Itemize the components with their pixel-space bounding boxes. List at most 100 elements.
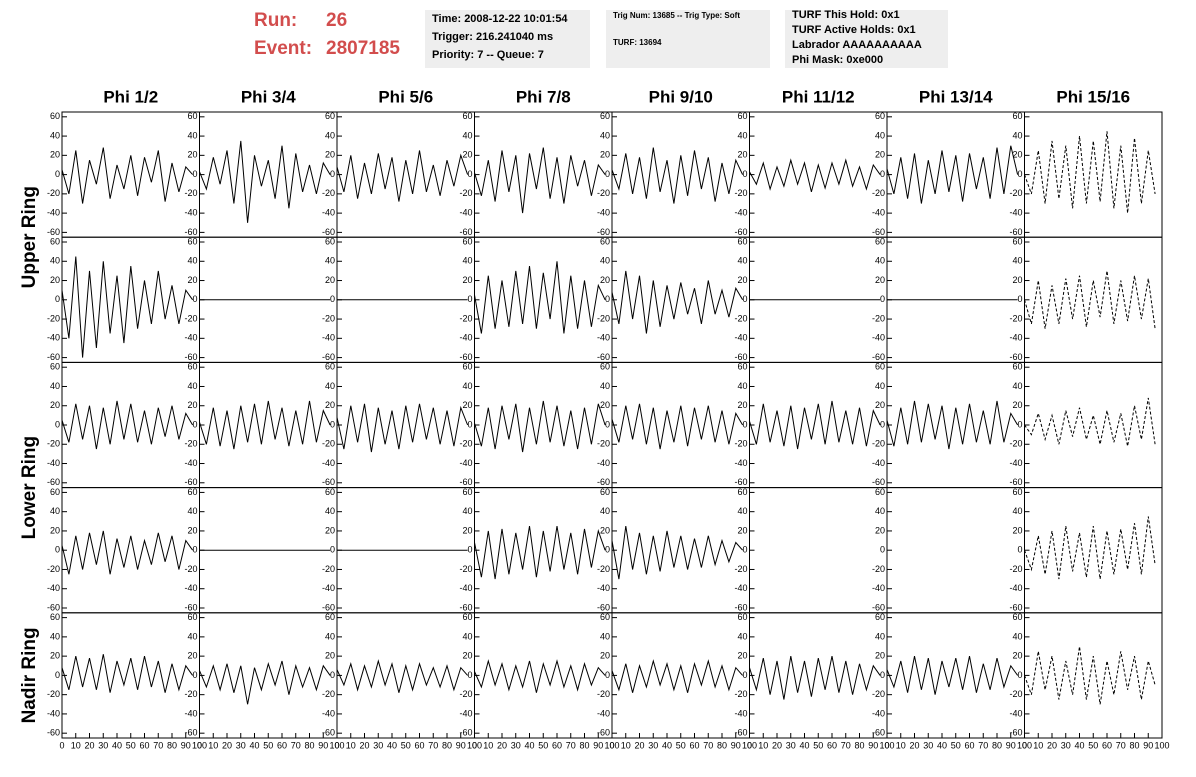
x-tick-label: 100 [604,740,619,750]
y-tick-label: 20 [50,525,60,535]
y-tick-label: 20 [462,651,472,661]
y-tick-label: 0 [330,545,335,555]
x-tick-label: 30 [786,740,796,750]
waveform [611,526,743,580]
y-tick-label: -40 [872,708,885,718]
y-tick-label: 60 [1012,111,1022,121]
y-tick-label: -60 [597,602,610,612]
y-tick-label: 40 [50,130,60,140]
y-tick-label: -60 [459,477,472,487]
panel-frame [199,361,338,489]
y-tick-label: 20 [1012,651,1022,661]
info-text: Trigger: 216.241040 ms [432,31,553,43]
panel-frame [336,111,475,238]
y-tick-label: 60 [737,487,747,497]
y-tick-label: -20 [322,313,335,323]
panel-frame [1024,111,1163,238]
y-tick-label: 0 [467,670,472,680]
x-tick-label: 30 [923,740,933,750]
panel-frame [886,111,1025,238]
y-tick-label: 20 [875,651,885,661]
y-tick-label: -60 [459,227,472,237]
y-tick-label: -60 [459,728,472,738]
x-tick-label: 50 [813,740,823,750]
y-tick-label: -40 [47,333,60,343]
y-tick-label: 20 [462,150,472,160]
x-tick-label: 20 [222,740,232,750]
y-tick-label: 0 [742,294,747,304]
y-tick-label: 60 [187,236,197,246]
y-tick-label: -60 [459,352,472,362]
info-text: Priority: 7 -- Queue: 7 [432,49,544,61]
y-tick-label: 20 [875,150,885,160]
y-tick-label: 40 [600,631,610,641]
panel-frame [611,612,750,739]
waveform [474,659,606,693]
panel-frame [886,361,1025,489]
y-tick-label: 20 [187,525,197,535]
y-tick-label: 40 [325,381,335,391]
y-tick-label: 60 [50,236,60,246]
column-title: Phi 5/6 [378,87,433,106]
y-tick-label: 0 [880,419,885,429]
y-tick-label: 40 [187,381,197,391]
y-tick-label: -20 [872,188,885,198]
x-tick-label: 30 [236,740,246,750]
y-tick-label: 40 [325,506,335,516]
y-tick-label: -60 [734,602,747,612]
y-tick-label: -20 [459,313,472,323]
y-tick-label: -40 [459,458,472,468]
y-tick-label: -40 [1009,708,1022,718]
y-tick-label: -60 [872,602,885,612]
y-tick-label: 60 [600,362,610,372]
x-tick-label: 30 [373,740,383,750]
x-tick-label: 50 [538,740,548,750]
waveform [1024,397,1156,447]
y-tick-label: -60 [872,477,885,487]
panel-frame [749,612,888,739]
y-tick-label: -60 [872,352,885,362]
y-tick-label: -60 [1009,352,1022,362]
y-tick-label: -40 [734,333,747,343]
panel-frame [749,111,888,238]
y-tick-label: 0 [55,670,60,680]
y-tick-label: -60 [1009,602,1022,612]
x-tick-label: 0 [197,740,202,750]
y-tick-label: 60 [600,487,610,497]
y-tick-label: 40 [462,130,472,140]
y-tick-label: 20 [1012,275,1022,285]
y-tick-label: 60 [875,236,885,246]
y-tick-label: 0 [192,169,197,179]
column-title: Phi 15/16 [1056,87,1130,106]
waveform [61,530,194,575]
x-tick-label: 10 [208,740,218,750]
y-tick-label: 0 [742,670,747,680]
y-tick-label: 0 [55,169,60,179]
row-label: Nadir Ring [19,627,40,723]
x-tick-label: 30 [648,740,658,750]
waveform [474,526,606,580]
x-tick-label: 70 [566,740,576,750]
y-tick-label: -20 [1009,689,1022,699]
y-tick-label: 60 [1012,236,1022,246]
x-tick-label: 10 [896,740,906,750]
waveform [749,158,881,193]
y-tick-label: 0 [605,169,610,179]
y-tick-label: -40 [734,458,747,468]
panel-frame [61,111,200,238]
x-tick-label: 0 [884,740,889,750]
panel-frame [611,111,750,238]
y-tick-label: -60 [322,602,335,612]
x-tick-label: 50 [676,740,686,750]
x-tick-label: 10 [1033,740,1043,750]
y-tick-label: -40 [872,333,885,343]
x-tick-label: 20 [359,740,369,750]
y-tick-label: 0 [55,545,60,555]
y-tick-label: -20 [597,313,610,323]
y-tick-label: -40 [184,583,197,593]
y-tick-label: 0 [330,169,335,179]
y-tick-label: 60 [325,362,335,372]
y-tick-label: 60 [875,487,885,497]
panel-frame [474,361,613,489]
